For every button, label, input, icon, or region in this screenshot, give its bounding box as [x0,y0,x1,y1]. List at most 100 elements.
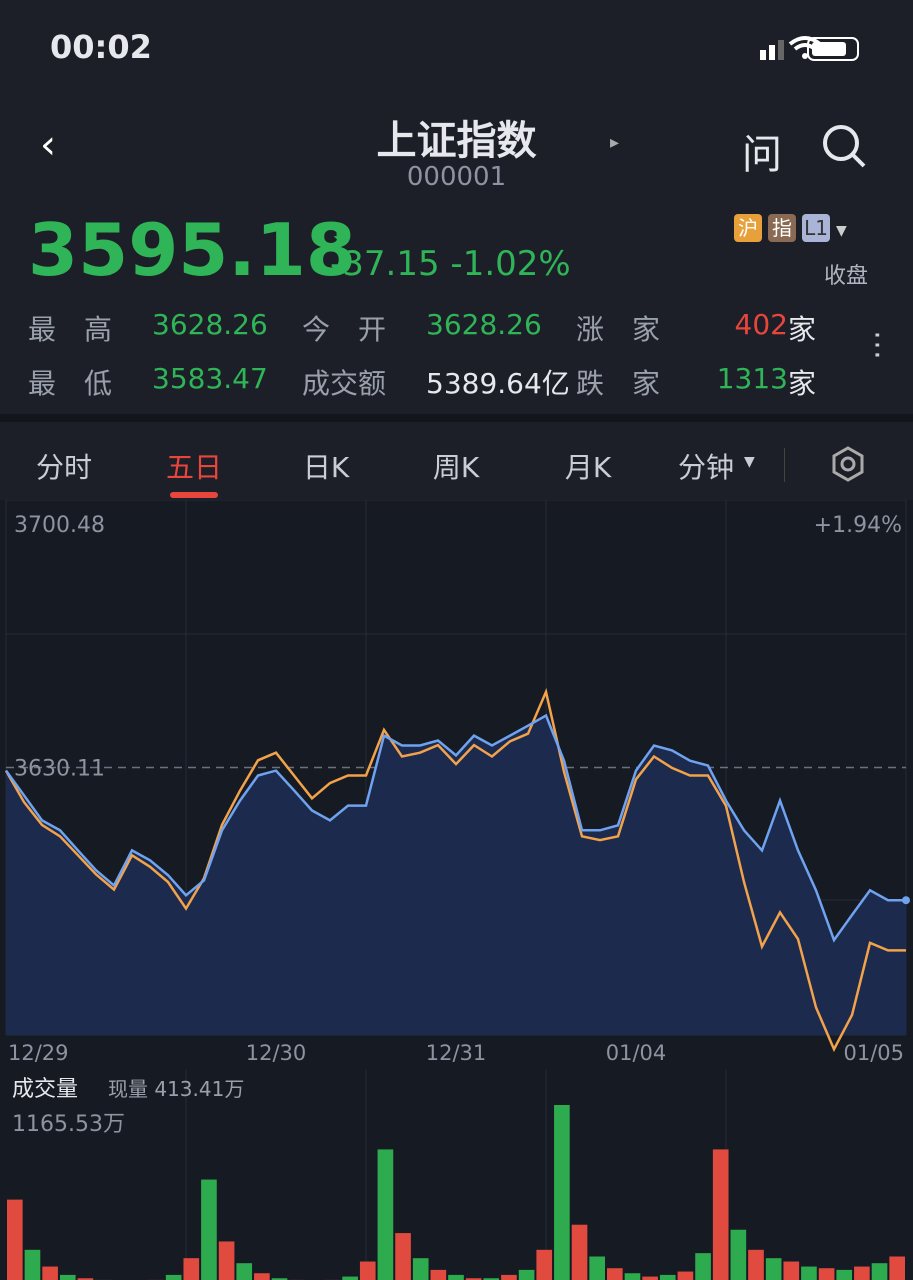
volume-bar [518,1269,535,1280]
volume-bar [854,1266,870,1280]
volume-bar [218,1241,235,1280]
y-tick-label: 3700.48 [14,513,105,538]
volume-bar [554,1105,570,1280]
volume-bar [748,1249,764,1280]
status-icons [760,34,860,62]
stat-label: 最 低 [28,367,113,400]
tab[interactable]: 月K [564,451,612,484]
tab[interactable]: 分钟 [677,451,734,484]
y-tick-label: 3630.11 [14,757,105,782]
badge: 指 [768,214,796,242]
state: 收盘 [824,264,869,289]
stat-label: 成交额 [302,367,387,400]
tab-indicator [170,492,218,498]
settings-button[interactable] [828,444,868,488]
volume-bar [677,1271,694,1280]
more-button[interactable]: ⋯ [860,330,895,360]
volume-bar [871,1263,888,1280]
volume-bar [801,1266,817,1280]
stat-unit: 家 [788,313,817,346]
stat-label: 今 开 [302,313,387,346]
status-time: 00:02 [50,28,152,66]
stat-unit: 家 [788,367,817,400]
volume-current: 现量 413.41万 [108,1077,244,1101]
volume-bar [642,1276,658,1280]
volume-bar [412,1258,429,1280]
change-pct: -1.02% [450,244,571,284]
x-tick-label: 01/05 [843,1041,904,1065]
volume-bar [236,1263,253,1280]
x-tick-label: 12/30 [246,1041,307,1065]
divider [0,414,913,422]
volume-bar [24,1249,41,1280]
volume-title: 成交量 [12,1077,78,1102]
volume-bar [765,1258,782,1280]
volume-bar [465,1278,482,1280]
volume-bar [377,1149,394,1280]
x-tick-label: 12/29 [8,1041,69,1065]
badge: 沪 [734,214,762,242]
volume-bar [730,1229,747,1280]
area [6,715,906,1035]
volume-bar [589,1256,605,1280]
volume-bar [889,1256,905,1280]
badges: 沪指 L1 ▼ [734,214,847,242]
volume-bar [607,1268,623,1280]
tab[interactable]: 周K [432,451,480,484]
last-point [902,896,910,905]
volume-bar [395,1233,411,1280]
stat-value: 3628.26 [152,308,268,341]
volume-bar [342,1276,358,1280]
next-arrow[interactable]: ▸ [610,132,620,153]
stat-label: 跌 家 [576,367,661,400]
dropdown-arrow[interactable]: ▼ [744,454,755,470]
price-line [4,713,906,943]
volume-bar [254,1273,270,1280]
ask-button[interactable]: 问 [742,132,782,178]
volume-bar [501,1274,517,1280]
volume-bar [836,1269,853,1280]
volume-bar [483,1278,500,1280]
stat-value: 3628.26 [426,308,542,341]
change-value: -37.15 [330,244,440,284]
back-button[interactable]: ‹ [40,122,56,168]
volume-bar [571,1224,588,1280]
price-line [4,687,906,1053]
volume-bar [42,1266,58,1280]
volume-bar [77,1278,94,1280]
volume-tick-label: 1165.53万 [12,1112,125,1137]
stat-label: 最 高 [28,313,113,346]
volume-bar [659,1274,676,1280]
price: 3595.18 [28,208,356,292]
volume-bar [359,1261,376,1280]
volume-bar [183,1258,200,1280]
volume-bar [201,1179,217,1280]
stat-label: 涨 家 [576,313,661,346]
stat-value: 5389.64亿 [426,367,570,400]
title: 上证指数 [376,118,537,164]
down-arrow: ⬇ [330,222,349,247]
tab-divider [784,448,785,482]
volume-bar [783,1261,800,1280]
volume-bar [165,1274,182,1280]
change: -37.15 -1.02% [330,244,571,284]
tab[interactable]: 分时 [35,451,92,484]
volume-bar [818,1268,835,1280]
x-tick-label: 01/04 [606,1041,667,1065]
stat-value: 1313 [716,362,788,395]
tab[interactable]: 日K [302,451,350,484]
volume-bar [536,1249,553,1280]
search-button[interactable] [820,122,868,174]
chart: 3700.483630.113559.74+1.94%-1.94%12/2912… [0,500,913,1280]
tab[interactable]: 五日 [165,451,222,484]
code: 000001 [406,162,507,192]
stat-value: 402 [734,308,788,341]
volume-bar [448,1274,464,1280]
volume-bar [695,1253,711,1280]
x-tick-label: 12/31 [426,1041,487,1065]
badge[interactable]: L1 [802,214,830,242]
volume-bar [712,1149,729,1280]
volume-bar [624,1273,641,1280]
volume-bar [430,1269,447,1280]
